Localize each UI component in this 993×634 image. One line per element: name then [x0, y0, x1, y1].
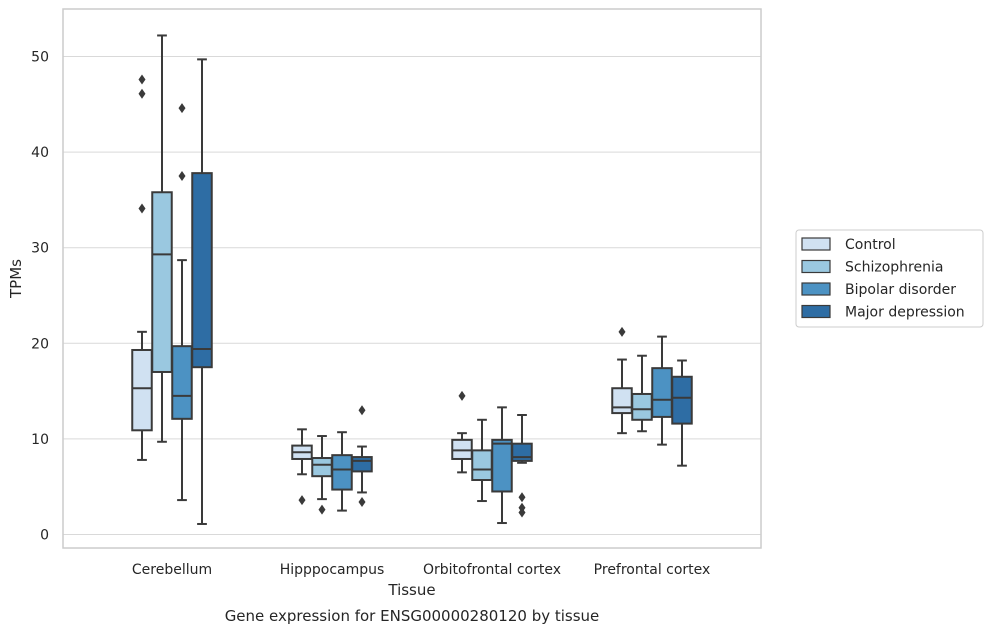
chart-caption: Gene expression for ENSG00000280120 by t… — [225, 607, 600, 625]
legend-swatch — [801, 237, 831, 251]
outlier-point — [518, 492, 526, 503]
box-control — [451, 390, 473, 474]
x-tick-label: Orbitofrontal cortex — [423, 562, 561, 578]
box-bipolar-disorder — [651, 335, 673, 446]
legend-frame — [795, 229, 984, 328]
box-iqr — [131, 348, 153, 432]
box-schizophrenia — [631, 354, 653, 433]
box-major-depression — [511, 414, 533, 518]
box-bipolar-disorder — [171, 103, 193, 502]
box-iqr — [331, 454, 353, 491]
outlier-point — [618, 326, 626, 337]
y-axis-ticks: 0 10 20 30 40 50 — [31, 50, 49, 544]
y-tick-label: 10 — [31, 432, 49, 448]
x-tick-label: Hipppocampus — [280, 562, 385, 578]
box-control — [131, 74, 153, 461]
x-tick-label: Prefrontal cortex — [594, 562, 711, 578]
legend: Control Schizophrenia Bipolar disorder Majo… — [795, 229, 984, 328]
legend-label: Schizophrenia — [845, 260, 943, 276]
outlier-point — [138, 88, 146, 99]
box-control — [611, 326, 633, 435]
plot-area-frame — [62, 8, 762, 549]
outlier-point — [518, 502, 526, 513]
legend-item: Major depression — [801, 304, 965, 321]
outlier-point — [138, 203, 146, 214]
box-bipolar-disorder — [491, 406, 513, 525]
legend-label: Bipolar disorder — [845, 282, 956, 298]
box-schizophrenia — [151, 34, 173, 443]
box-iqr — [151, 191, 173, 373]
box-iqr — [351, 456, 373, 473]
box-iqr — [611, 387, 633, 415]
box-major-depression — [351, 405, 373, 507]
gridlines — [63, 56, 761, 535]
outlier-point — [298, 495, 306, 506]
outlier-point — [178, 103, 186, 114]
outlier-point — [138, 74, 146, 85]
box-schizophrenia — [311, 435, 333, 515]
y-tick-label: 20 — [31, 336, 49, 352]
box-major-depression — [191, 58, 213, 525]
box-bipolar-disorder — [331, 431, 353, 512]
box-schizophrenia — [471, 418, 493, 503]
y-tick-label: 40 — [31, 145, 49, 161]
boxes — [131, 34, 693, 525]
box-iqr — [311, 457, 333, 478]
box-iqr — [671, 375, 693, 425]
outlier-point — [318, 504, 326, 515]
legend-swatch — [801, 282, 831, 296]
legend-swatch — [801, 304, 831, 319]
outlier-point — [358, 405, 366, 416]
outlier-point — [358, 496, 366, 507]
legend-label: Control — [845, 237, 896, 253]
box-iqr — [491, 438, 513, 493]
box-iqr — [631, 392, 653, 421]
outlier-point — [178, 171, 186, 181]
box-iqr — [171, 345, 193, 420]
legend-item: Control — [801, 237, 896, 253]
box-iqr — [471, 449, 493, 482]
y-tick-label: 30 — [31, 241, 49, 257]
y-axis-label: TPMs — [7, 259, 25, 299]
legend-item: Bipolar disorder — [801, 282, 956, 298]
outlier-point — [458, 390, 466, 401]
x-axis-ticks: Cerebellum Hipppocampus Orbitofrontal cort… — [132, 562, 710, 578]
legend-item: Schizophrenia — [801, 259, 943, 276]
legend-label: Major depression — [845, 305, 965, 321]
y-tick-label: 0 — [40, 528, 49, 544]
x-tick-label: Cerebellum — [132, 562, 212, 578]
box-control — [291, 428, 313, 506]
y-tick-label: 50 — [31, 50, 49, 66]
box-iqr — [191, 172, 213, 369]
x-axis-label: Tissue — [387, 581, 435, 599]
legend-swatch — [801, 259, 831, 274]
box-major-depression — [671, 359, 693, 467]
box-iqr — [651, 367, 673, 418]
box-iqr — [511, 442, 533, 462]
